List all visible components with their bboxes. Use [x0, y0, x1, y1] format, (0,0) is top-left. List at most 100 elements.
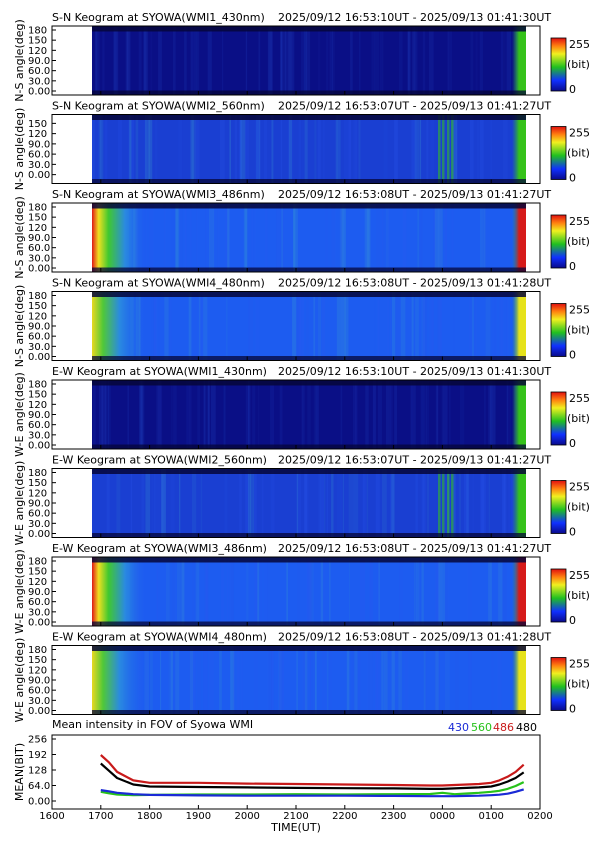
keogram-streak	[293, 203, 296, 272]
keogram-streak	[443, 557, 449, 626]
keogram-streak	[209, 646, 214, 714]
keogram-streak	[348, 115, 352, 183]
keogram-streak	[219, 646, 222, 714]
keogram-streak	[203, 646, 208, 714]
keogram-ylabel: W-E angle(deg)	[13, 372, 26, 457]
keogram-streak	[438, 557, 443, 626]
keogram-streak	[231, 557, 235, 626]
keogram-streak	[367, 646, 373, 714]
keogram-streak	[413, 26, 418, 95]
keogram-streak	[477, 115, 479, 183]
keogram-streak	[444, 203, 448, 272]
keogram-streak	[226, 292, 228, 360]
keogram-ytick-label: 150	[28, 213, 47, 224]
keogram-twilight-glow-left	[92, 557, 147, 626]
colorbar-max-label: 255	[569, 569, 590, 582]
keogram-streak	[484, 203, 487, 272]
keogram-streak	[117, 115, 122, 183]
keogram-streak	[151, 292, 156, 360]
colorbar-max-label: 255	[569, 38, 590, 51]
keogram-title: S-N Keogram at SYOWA(WMI1_430nm)	[52, 11, 265, 24]
keogram-streak	[502, 26, 506, 95]
keogram-ytick-label: 0.00	[28, 529, 50, 540]
keogram-streak	[415, 557, 420, 626]
keogram-ytick-label: 30.0	[28, 160, 50, 171]
keogram-streak	[488, 557, 492, 626]
keogram-streak	[376, 203, 381, 272]
keogram-twilight-glow-right	[512, 203, 526, 272]
keogram-streak	[258, 26, 261, 95]
keogram-streak	[411, 26, 416, 95]
keogram-streak	[244, 115, 249, 183]
keogram-streak	[207, 380, 210, 449]
keogram-streak	[475, 26, 478, 95]
time-axis-tick-label: 1600	[39, 811, 64, 822]
keogram-streak	[381, 26, 384, 95]
keogram-streak	[299, 292, 304, 360]
keogram-streak	[466, 469, 470, 537]
keogram-streak	[442, 380, 448, 449]
keogram-streak	[445, 646, 450, 714]
keogram-aurora-band	[442, 115, 445, 183]
keogram-ytick-label: 180	[28, 468, 47, 479]
keogram-streak	[421, 380, 425, 449]
keogram-streak	[157, 380, 163, 449]
keogram-streak	[434, 203, 436, 272]
keogram-ytick-label: 180	[28, 203, 47, 214]
keogram-streak	[258, 115, 260, 183]
keogram-twilight-glow-right	[512, 557, 526, 626]
colorbar-gradient	[550, 480, 567, 534]
keogram-streak	[376, 646, 379, 714]
keogram-streak	[255, 115, 261, 183]
keogram-streak	[467, 557, 472, 626]
keogram-streak	[337, 115, 341, 183]
keogram-streak	[176, 557, 181, 626]
time-axis-tick-label: 0000	[430, 811, 455, 822]
keogram-ytick-label: 150	[28, 36, 47, 47]
keogram-streak	[386, 380, 390, 449]
keogram-streak	[153, 469, 156, 537]
colorbar-max-label: 255	[569, 481, 590, 494]
keogram-streak	[317, 26, 321, 95]
keogram-streak	[484, 380, 486, 449]
keogram-streak	[502, 557, 507, 626]
keogram-streak	[196, 646, 202, 714]
time-axis-tick-label: 0200	[527, 811, 552, 822]
keogram-streak	[489, 380, 493, 449]
keogram-streak	[497, 646, 502, 714]
keogram-streak	[341, 203, 346, 272]
time-axis-tick-label: 1900	[186, 811, 211, 822]
keogram-streak	[280, 26, 282, 95]
keogram-streak	[189, 646, 194, 714]
keogram-streak	[323, 115, 325, 183]
keogram-streak	[163, 469, 166, 537]
keogram-streak	[344, 203, 346, 272]
keogram-streak	[315, 380, 319, 449]
keogram-streak	[288, 115, 290, 183]
keogram-streak	[471, 292, 474, 360]
keogram-streak	[189, 646, 193, 714]
keogram-ylabel: W-E angle(deg)	[13, 638, 26, 723]
keogram-streak	[375, 646, 380, 714]
keogram-streak	[358, 115, 361, 183]
keogram-ytick-label: 150	[28, 390, 47, 401]
keogram-streak	[329, 557, 331, 626]
keogram-twilight-glow-right	[512, 646, 526, 714]
keogram-streak	[427, 469, 429, 537]
keogram-streak	[297, 469, 302, 537]
keogram-period: 2025/09/12 16:53:07UT - 2025/09/13 01:41…	[278, 100, 551, 113]
keogram-streak	[323, 557, 325, 626]
keogram-top-edge	[92, 469, 526, 474]
keogram-streak	[257, 557, 260, 626]
keogram-background	[92, 646, 526, 714]
keogram-streak	[364, 469, 367, 537]
colorbar-min-label: 0	[569, 349, 576, 362]
colorbar-gradient	[550, 303, 567, 357]
keogram-ytick-label: 60.0	[28, 66, 50, 77]
colorbar-gradient	[550, 657, 567, 711]
keogram-streak	[324, 469, 326, 537]
keogram-streak	[139, 380, 143, 449]
keogram-streak	[414, 115, 420, 183]
keogram-streak	[421, 557, 424, 626]
keogram-ytick-label: 90.0	[28, 587, 50, 598]
